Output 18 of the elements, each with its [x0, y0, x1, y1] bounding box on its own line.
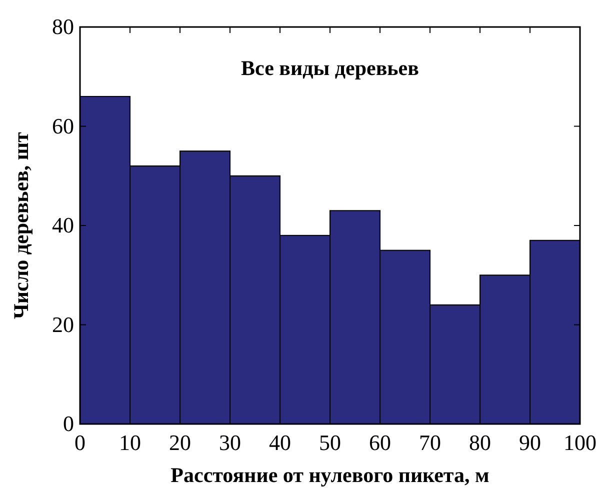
- x-tick-label: 10: [119, 430, 141, 455]
- y-tick-label: 20: [52, 312, 74, 337]
- x-axis-title: Расстояние от нулевого пикета, м: [170, 463, 490, 487]
- x-tick-label: 100: [564, 430, 596, 455]
- x-tick-label: 60: [369, 430, 391, 455]
- x-tick-label: 40: [269, 430, 291, 455]
- x-tick-label: 20: [169, 430, 191, 455]
- x-tick-label: 50: [319, 430, 341, 455]
- y-tick-label: 0: [63, 411, 74, 436]
- y-tick-label: 80: [52, 14, 74, 39]
- y-tick-label: 40: [52, 212, 74, 238]
- x-tick-label: 80: [469, 430, 491, 455]
- y-tick-label: 60: [52, 113, 74, 138]
- x-tick-label: 30: [219, 430, 241, 455]
- y-axis-title: Число деревьев, шт: [9, 131, 33, 319]
- x-tick-label: 70: [419, 430, 441, 455]
- x-tick-label: 90: [519, 430, 541, 455]
- text: Все виды деревьев: [241, 56, 419, 80]
